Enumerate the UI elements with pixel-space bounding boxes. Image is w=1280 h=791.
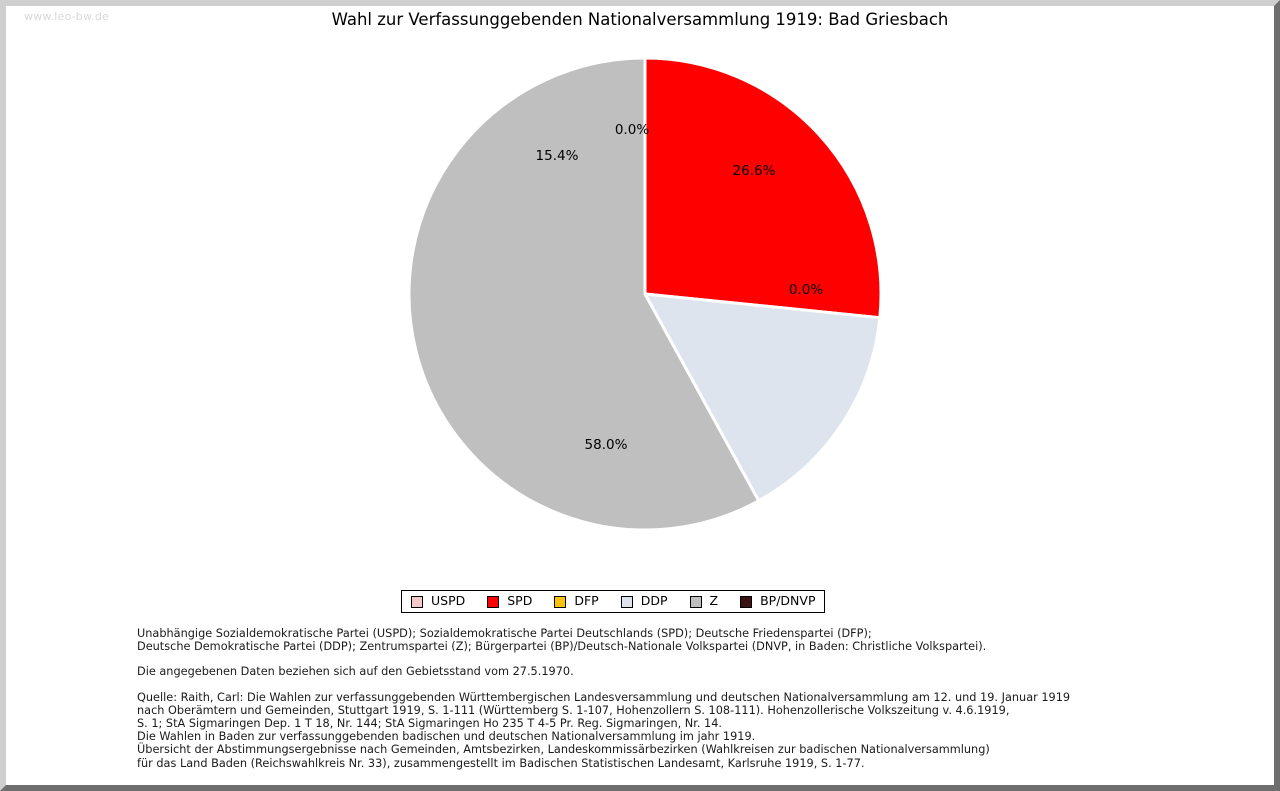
footnote-line: Unabhängige Sozialdemokratische Partei (… (137, 627, 872, 640)
footnote-line: Quelle: Raith, Carl: Die Wahlen zur verf… (137, 690, 1071, 704)
watermark-leo-bw: www.leo-bw.de (24, 10, 110, 23)
footnote-line: Übersicht der Abstimmungsergebnisse nach… (137, 743, 990, 757)
pie-slices-group (407, 56, 883, 532)
pie-slice-label: 58.0% (585, 437, 628, 453)
footnote-line: S. 1; StA Sigmaringen Dep. 1 T 18, Nr. 1… (137, 717, 722, 731)
footnote-line: Deutsche Demokratische Partei (DDP); Zen… (137, 640, 987, 654)
pie-labels-group: 0.0% 26.6% 0.0% 58.0% 15.4% (536, 122, 824, 453)
pie-slice-ddp[interactable] (642, 292, 882, 503)
legend-swatch-spd (487, 595, 500, 608)
legend-item-ddp[interactable]: DDP (620, 593, 668, 609)
chart-legend: USPD SPD DFP DDP Z BP/DNVP (401, 590, 826, 613)
legend-item-uspd[interactable]: USPD (411, 595, 465, 608)
chart-canvas: www.leo-bw.de Wahl zur Verfassunggebende… (6, 6, 1274, 785)
footnotes: Unabhängige Sozialdemokratische Partei (… (137, 627, 1247, 770)
pie-slice-label: 0.0% (789, 282, 823, 298)
legend-item-z[interactable]: Z (689, 593, 719, 609)
footnote-party-names: Unabhängige Sozialdemokratische Partei (… (137, 627, 1247, 653)
footnote-source: Quelle: Raith, Carl: Die Wahlen zur verf… (137, 691, 1247, 770)
legend-item-bp-dnvp[interactable]: BP/DNVP (740, 595, 815, 608)
legend-swatch-uspd (411, 595, 423, 608)
pie-slice-label: 0.0% (615, 122, 649, 138)
legend-label-dfp: DFP (574, 593, 599, 609)
pie-slice-label: 26.6% (733, 163, 776, 179)
legend-swatch-bp-dnvp (740, 595, 753, 608)
legend-label-spd: SPD (507, 593, 533, 609)
footnote-line: Die Wahlen in Baden zur verfassunggebend… (137, 730, 756, 744)
pie-slice-z[interactable] (407, 56, 761, 532)
footnote-line: Die angegebenen Daten beziehen sich auf … (137, 665, 574, 679)
footnote-line: nach Oberämtern und Gemeinden, Stuttgart… (137, 703, 1010, 717)
legend-item-dfp[interactable]: DFP (554, 593, 599, 609)
legend-label-bp-dnvp: BP/DNVP (760, 593, 816, 609)
legend-item-spd[interactable]: SPD (487, 595, 532, 608)
pie-slice-label: 15.4% (536, 148, 579, 164)
legend-swatch-dfp (554, 595, 567, 608)
pie-chart-area: 0.0% 26.6% 0.0% 58.0% 15.4% (6, 6, 1274, 606)
legend-label-uspd: USPD (431, 593, 466, 609)
legend-label-z: Z (709, 593, 719, 609)
pie-chart-svg: 0.0% 26.6% 0.0% 58.0% 15.4% (407, 56, 883, 532)
page-title: Wahl zur Verfassunggebenden Nationalvers… (331, 10, 949, 29)
legend-swatch-z (689, 595, 702, 608)
pie-slice-spd[interactable] (643, 56, 883, 320)
footnote-line: für das Land Baden (Reichswahlkreis Nr. … (137, 756, 865, 770)
legend-label-ddp: DDP (640, 593, 668, 609)
footnote-territorial-note: Die angegebenen Daten beziehen sich auf … (137, 665, 1247, 678)
legend-swatch-ddp (620, 595, 633, 608)
